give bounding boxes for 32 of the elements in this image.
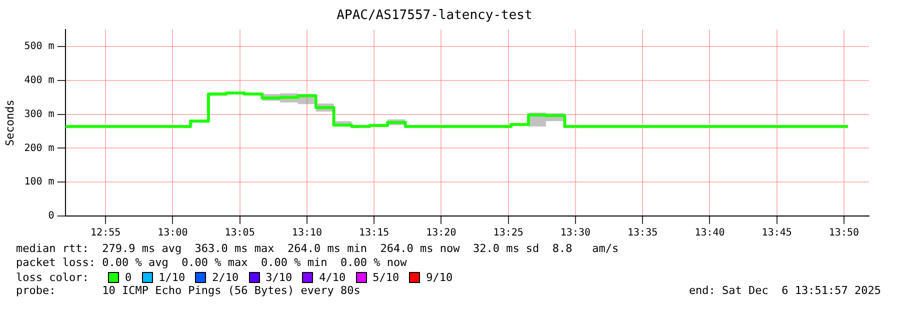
text: loss color: <box>16 270 90 284</box>
y-tick-label: 400 m <box>24 75 54 86</box>
x-tick-label: 13:15 <box>359 228 390 239</box>
y-tick-label: 500 m <box>24 41 54 52</box>
x-tick-label: 13:40 <box>694 228 725 239</box>
text: end: Sat Dec 6 13:51:57 2025 <box>688 284 881 298</box>
text: median rtt: 279.9 ms avg 363.0 ms max 264.0 ms min 264.0 ms now 32.0 ms sd 8.8 am/s <box>16 242 620 256</box>
y-axis-title: Seconds <box>3 100 16 146</box>
text: 2/10 <box>212 270 239 284</box>
x-tick-label: 13:05 <box>224 228 255 239</box>
y-tick-label: 0 <box>48 210 54 222</box>
text: 0 <box>125 270 132 284</box>
x-tick-label: 13:50 <box>828 228 859 239</box>
text: 5/10 <box>372 270 400 284</box>
x-tick-label: 13:20 <box>426 228 456 239</box>
x-tick-label: 13:35 <box>628 228 658 239</box>
y-tick-label: 200 m <box>24 142 54 154</box>
text: 1/10 <box>158 270 186 284</box>
text: probe: 10 ICMP Echo Pings (56 Bytes) every 80s <box>16 284 360 298</box>
text: 9/10 <box>426 270 453 284</box>
y-tick-label: 100 m <box>24 176 54 188</box>
text: 4/10 <box>319 270 346 284</box>
chart-title: APAC/AS17557-latency-test <box>336 8 532 24</box>
y-tick-label: 300 m <box>24 108 54 120</box>
text: 3/10 <box>266 270 292 284</box>
x-tick-label: 13:25 <box>493 228 524 239</box>
x-tick-label: 12:55 <box>90 228 121 239</box>
text: packet loss: 0.00 % avg 0.00 % max 0.00 % min 0.00 % now <box>16 256 408 270</box>
x-tick-label: 13:30 <box>560 228 591 239</box>
x-tick-label: 13:10 <box>292 228 322 239</box>
x-tick-label: 13:45 <box>762 228 792 239</box>
x-tick-label: 13:00 <box>158 228 188 239</box>
